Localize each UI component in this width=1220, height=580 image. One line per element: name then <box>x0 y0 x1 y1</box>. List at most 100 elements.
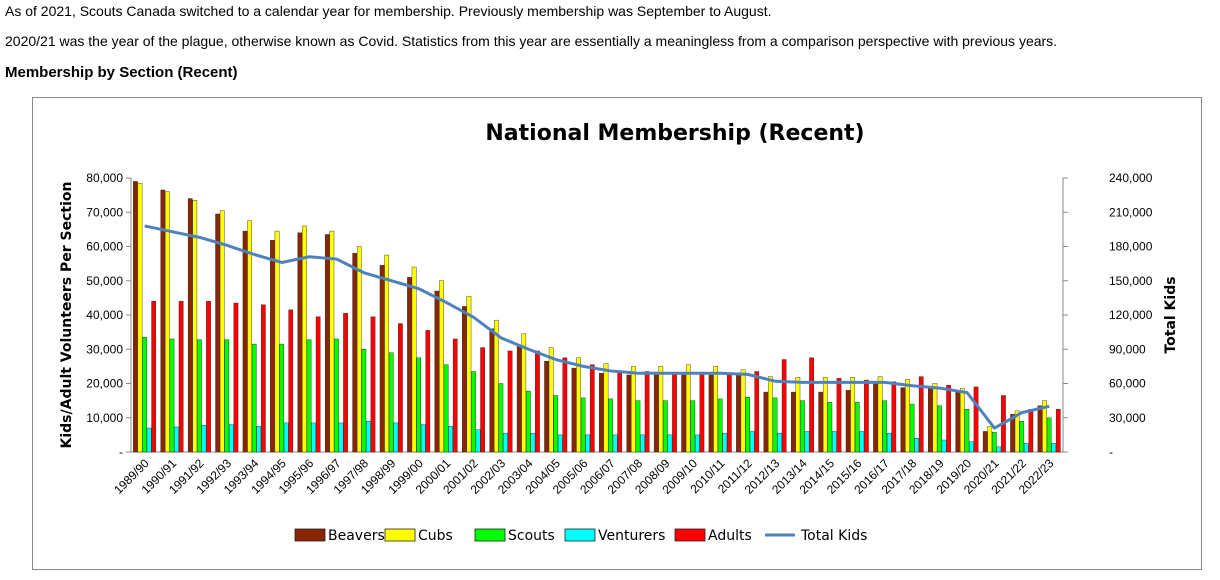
bar-beavers <box>736 374 741 453</box>
bar-beavers <box>982 431 988 453</box>
intro-line-1: As of 2021, Scouts Canada switched to a … <box>5 3 772 19</box>
bar-beavers <box>215 213 220 453</box>
bar-scouts <box>608 398 613 453</box>
bar-adults <box>398 323 403 453</box>
bar-scouts <box>224 339 230 453</box>
chart-title: National Membership (Recent) <box>485 121 864 146</box>
bar-cubs <box>822 377 828 453</box>
bar-adults <box>589 364 595 453</box>
bar-adults <box>946 385 951 453</box>
bar-beavers <box>1010 414 1015 453</box>
legend-swatch-adults <box>674 528 706 542</box>
bar-scouts <box>745 397 750 453</box>
bar-venturers <box>585 434 591 453</box>
bar-cubs <box>658 366 664 453</box>
bar-adults <box>727 373 732 453</box>
bar-cubs <box>411 266 417 453</box>
bar-cubs <box>603 363 609 453</box>
bar-adults <box>452 338 458 453</box>
bar-cubs <box>329 230 335 453</box>
left-tick-label: 80,000 <box>86 171 123 185</box>
legend-swatch-cubs <box>384 528 416 542</box>
bar-scouts <box>663 400 668 453</box>
bar-venturers <box>1023 443 1029 453</box>
bar-scouts <box>306 339 312 453</box>
bar-beavers <box>955 390 961 453</box>
bar-cubs <box>302 225 307 453</box>
bar-venturers <box>695 434 700 453</box>
bar-cubs <box>439 280 444 453</box>
bar-venturers <box>886 432 892 453</box>
bar-beavers <box>352 253 358 453</box>
bar-scouts <box>1046 417 1052 453</box>
bar-beavers <box>626 374 632 453</box>
bar-beavers <box>763 391 769 453</box>
left-tick-label: 60,000 <box>86 240 123 254</box>
y2-axis-title: Total Kids <box>1163 276 1179 353</box>
bar-beavers <box>489 328 495 453</box>
bar-adults <box>754 371 760 453</box>
bar-cubs <box>494 319 499 453</box>
bar-cubs <box>795 377 801 453</box>
bar-cubs <box>356 246 362 453</box>
left-tick-label: - <box>119 445 123 459</box>
bar-venturers <box>311 422 316 453</box>
bar-adults <box>178 301 184 453</box>
right-tick-label: 60,000 <box>1109 377 1146 391</box>
bar-cubs <box>960 388 965 453</box>
bar-adults <box>1028 408 1034 453</box>
bar-scouts <box>251 343 257 453</box>
bar-scouts <box>800 400 805 453</box>
bar-venturers <box>174 426 179 453</box>
bar-beavers <box>297 232 303 453</box>
left-tick-label: 70,000 <box>86 205 123 219</box>
bar-adults <box>918 376 924 453</box>
bar-venturers <box>448 426 453 453</box>
bar-cubs <box>713 366 718 453</box>
bar-beavers <box>324 234 330 453</box>
bar-beavers <box>133 181 138 453</box>
bar-scouts <box>553 395 559 453</box>
bar-scouts <box>937 405 942 453</box>
bar-scouts <box>717 398 723 453</box>
bar-venturers <box>229 424 234 453</box>
legend-label: Total Kids <box>800 528 867 544</box>
bar-venturers <box>475 429 481 453</box>
bar-beavers <box>900 387 906 453</box>
legend-label: Scouts <box>508 528 555 544</box>
bar-adults <box>617 371 623 453</box>
bar-beavers <box>1037 405 1043 453</box>
bar-scouts <box>909 403 915 453</box>
bar-venturers <box>969 441 974 453</box>
bar-beavers <box>544 361 549 453</box>
bar-venturers <box>667 434 673 453</box>
bar-beavers <box>187 198 193 453</box>
right-tick-label: 150,000 <box>1109 274 1153 288</box>
bar-beavers <box>928 387 933 453</box>
left-tick-label: 10,000 <box>86 411 123 425</box>
bar-scouts <box>1019 420 1025 453</box>
right-tick-label: 210,000 <box>1109 205 1153 219</box>
bar-adults <box>233 302 239 453</box>
bar-venturers <box>804 431 810 453</box>
left-tick-label: 20,000 <box>86 377 123 391</box>
bar-cubs <box>384 254 390 453</box>
bar-adults <box>261 304 266 453</box>
bar-scouts <box>525 390 531 453</box>
bar-beavers <box>873 381 878 453</box>
chart-canvas: National Membership (Recent) - 10,000 20,00… <box>59 121 1179 544</box>
bar-venturers <box>1051 443 1057 453</box>
bar-scouts <box>964 408 970 453</box>
bar-adults <box>507 350 513 453</box>
bar-venturers <box>283 422 289 453</box>
bar-venturers <box>366 420 371 453</box>
bar-cubs <box>576 357 581 453</box>
bar-venturers <box>996 446 1002 453</box>
bar-scouts <box>580 397 586 453</box>
right-tick-label: 120,000 <box>1109 308 1153 322</box>
line-total-kids <box>144 224 1050 430</box>
bar-cubs <box>137 182 143 453</box>
bar-cubs <box>192 200 198 453</box>
bar-venturers <box>914 438 919 453</box>
bar-cubs <box>850 377 856 453</box>
